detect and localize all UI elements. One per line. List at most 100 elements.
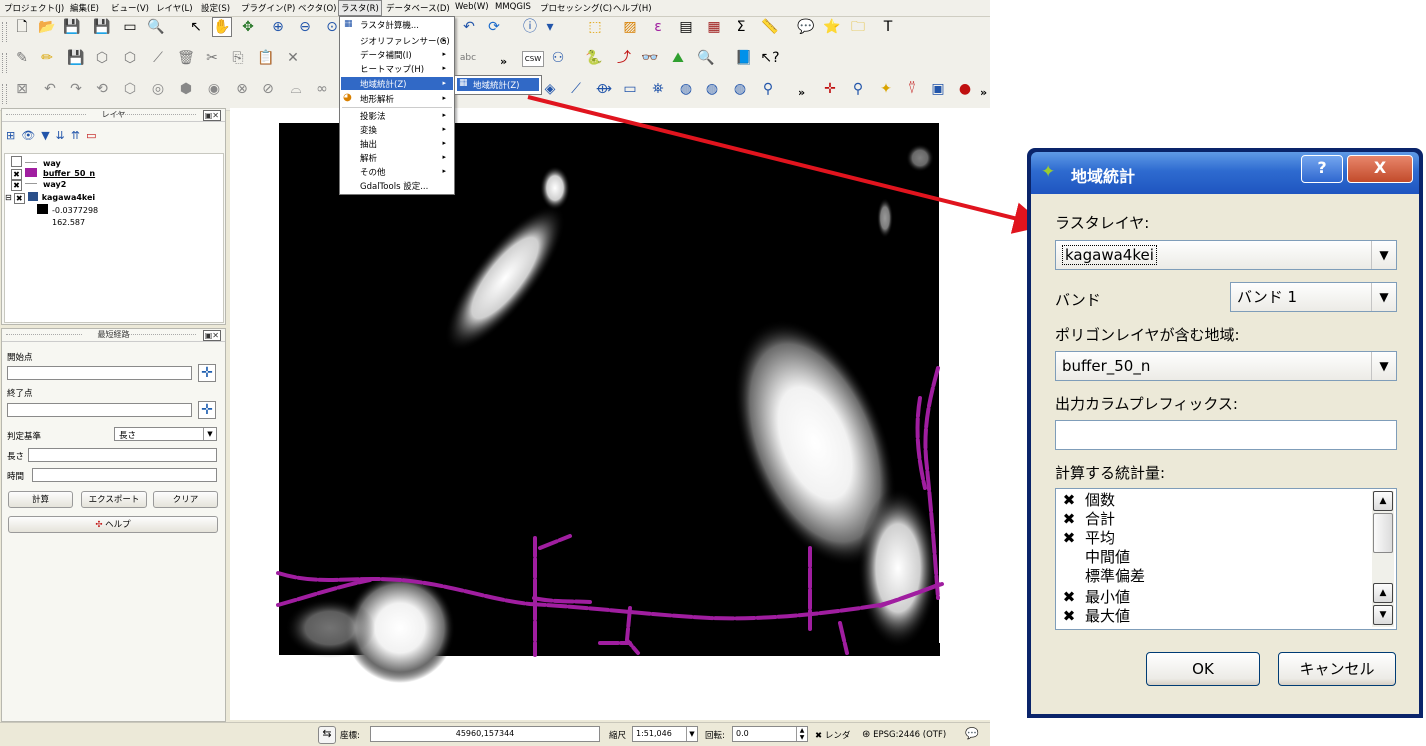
help-question-button[interactable]: ? — [1301, 155, 1343, 183]
advanced-digitize-icon[interactable]: ⊠ — [16, 81, 28, 97]
menu-view[interactable]: ビュー(V) — [111, 4, 149, 14]
toolbar-overflow-chevron-3[interactable]: » — [980, 86, 988, 99]
menu-help[interactable]: ヘルプ(H) — [613, 4, 652, 14]
delete-part-icon[interactable]: ⊘ — [262, 81, 274, 97]
chevron-down-icon[interactable]: ▼ — [1371, 352, 1396, 380]
checkbox-checked-icon[interactable]: ✖ — [1062, 491, 1076, 509]
bookmark-icon[interactable]: ⭐ — [823, 19, 841, 35]
scroll-down-icon[interactable]: ▼ — [1373, 605, 1393, 625]
menu-item-misc[interactable]: その他 — [360, 168, 386, 178]
reshape-icon[interactable]: ⌓ — [290, 81, 302, 97]
save-project-icon[interactable]: 💾 — [63, 19, 81, 35]
zoom-to-point-icon[interactable]: ⍢ — [907, 81, 917, 97]
measure-icon[interactable]: 📏 — [761, 19, 779, 35]
sum-icon[interactable]: Σ — [736, 19, 746, 35]
field-calc-icon[interactable]: ▦ — [707, 19, 721, 35]
stat-item-count[interactable]: ✖ 個数 — [1062, 491, 1116, 509]
pick-end-button[interactable]: ✛ — [198, 401, 216, 419]
pick-start-button[interactable]: ✛ — [198, 364, 216, 382]
new-project-icon[interactable]: 🗋 — [16, 19, 28, 35]
qgis-server-icon[interactable]: ✦ — [880, 81, 892, 97]
menu-mmqgis[interactable]: MMQGIS — [495, 2, 531, 12]
stat-item-min[interactable]: ✖ 最小値 — [1062, 588, 1131, 606]
simplify-icon[interactable]: ⬡ — [123, 81, 137, 97]
menu-item-interpolation[interactable]: データ補間(I) — [360, 51, 412, 61]
checkbox-checked-icon[interactable]: ✖ — [1062, 529, 1076, 547]
menu-project[interactable]: プロジェクト(J) — [4, 4, 65, 14]
zoom-out-icon[interactable]: ⊖ — [299, 19, 311, 35]
add-ring-icon[interactable]: ◎ — [151, 81, 165, 97]
statistics-list[interactable]: ✖ 個数 ✖ 合計 ✖ 平均 中間値 標準偏差 ✖ 最小値 ✖ 最大値 ▲ ▲ ▼ — [1055, 488, 1397, 630]
menu-edit[interactable]: 編集(E) — [70, 4, 100, 14]
panel-close-icon[interactable]: ▣✕ — [202, 330, 221, 341]
refresh-icon[interactable]: ⟳ — [488, 19, 500, 35]
menu-item-extraction[interactable]: 抽出 — [360, 140, 378, 150]
save-as-icon[interactable]: 💾 — [93, 19, 111, 35]
current-edits-icon[interactable]: ✎ — [16, 50, 28, 66]
cut-icon[interactable]: ✂ — [206, 50, 218, 66]
ftools-icon-8[interactable]: ◍ — [733, 81, 747, 97]
layer-checkbox[interactable]: ✖ — [13, 193, 25, 204]
toggle-edit-icon[interactable]: ✏ — [41, 50, 53, 66]
redo-icon[interactable]: ↷ — [70, 81, 82, 97]
move-feature-icon[interactable]: ⬡ — [123, 50, 137, 66]
layer-item[interactable]: ⊟ ✖ kagawa4kei — [5, 192, 96, 204]
polygon-layer-select[interactable]: buffer_50_n ▼ — [1055, 351, 1397, 381]
digitize-icon[interactable]: ✕ — [287, 50, 299, 66]
filter-icon[interactable]: ▼ — [41, 129, 56, 142]
menu-item-heatmap[interactable]: ヒートマップ(H) — [360, 65, 425, 75]
rotate-icon[interactable]: ⟲ — [96, 81, 108, 97]
menu-item-projection[interactable]: 投影法 — [360, 112, 386, 122]
toolbar-overflow-chevron[interactable]: » — [500, 55, 508, 68]
menu-item-gdaltools-settings[interactable]: GdalTools 設定... — [360, 182, 429, 192]
manage-visibility-icon[interactable]: 👁 — [21, 129, 42, 142]
close-button[interactable]: X — [1347, 155, 1413, 183]
crs-status[interactable]: ⊛ EPSG:2446 (OTF) — [862, 729, 947, 740]
menu-web[interactable]: Web(W) — [455, 2, 489, 12]
gps-icon[interactable]: ⚲ — [852, 81, 864, 97]
stat-item-median[interactable]: 中間値 — [1085, 548, 1131, 566]
scroll-up-icon[interactable]: ▲ — [1373, 491, 1393, 511]
profile-icon[interactable]: ⛰ — [672, 50, 684, 66]
touch-icon[interactable]: ↖ — [190, 19, 202, 35]
menu-layer[interactable]: レイヤ(L) — [156, 4, 193, 14]
layer-checkbox[interactable] — [11, 156, 22, 167]
raster-layer-select[interactable]: kagawa4kei ▼ — [1055, 240, 1397, 270]
python-console-icon[interactable]: 🐍 — [585, 50, 603, 66]
layer-checkbox[interactable]: ✖ — [11, 180, 22, 191]
prefix-input[interactable] — [1055, 420, 1397, 450]
collapse-icon[interactable]: ⇈ — [70, 129, 87, 142]
menu-processing[interactable]: プロセッシング(C) — [540, 4, 613, 14]
ftools-icon-4[interactable]: ▭ — [623, 81, 637, 97]
composer-manager-icon[interactable]: 🔍 — [147, 19, 165, 35]
stat-item-stddev[interactable]: 標準偏差 — [1085, 567, 1146, 585]
metasearch-icon[interactable]: ⚇ — [551, 50, 565, 66]
clear-button[interactable]: クリア — [153, 491, 218, 508]
label-icon[interactable]: abc — [459, 53, 477, 63]
checkbox-checked-icon[interactable]: ✖ — [1062, 588, 1076, 606]
checkbox-checked-icon[interactable]: ✖ — [1062, 607, 1076, 625]
checkbox-checked-icon[interactable]: ✖ — [1062, 510, 1076, 528]
statistics-scrollbar[interactable]: ▲ ▲ ▼ — [1372, 491, 1394, 627]
help-button[interactable]: ✣ ヘルプ — [8, 516, 218, 533]
chevron-down-icon[interactable]: ▼ — [686, 727, 697, 741]
rotation-field[interactable]: 0.0 ▲ ▼ — [732, 726, 808, 742]
ok-button[interactable]: OK — [1146, 652, 1260, 686]
scroll-thumb[interactable] — [1373, 513, 1393, 553]
layer-checkbox[interactable]: ✖ — [11, 169, 22, 180]
save-edits-icon[interactable]: 💾 — [67, 50, 85, 66]
coordinate-field[interactable]: 45960,157344 — [370, 726, 600, 742]
ftools-icon-6[interactable]: ◍ — [679, 81, 693, 97]
zoom-info-icon[interactable]: 🔍 — [697, 50, 715, 66]
menu-item-conversion[interactable]: 変換 — [360, 126, 378, 136]
menu-raster[interactable]: ラスタ(R) — [338, 0, 382, 16]
ftools-icon-1[interactable]: ◈ — [544, 81, 556, 97]
ftools-icon-3[interactable]: ⟴ — [595, 81, 613, 97]
pan-icon[interactable]: ✋ — [212, 17, 232, 37]
layer-item[interactable]: ✖ way2 — [11, 180, 66, 191]
print-composer-icon[interactable]: ▭ — [123, 19, 137, 35]
menu-item-georeferencer[interactable]: ジオリファレンサー(G) — [360, 37, 450, 47]
capture-coordinate-icon[interactable]: ✛ — [824, 81, 836, 97]
identify-icon[interactable]: ⓘ — [523, 19, 537, 35]
menu-item-terrain-analysis[interactable]: 地形解析 — [360, 95, 395, 105]
